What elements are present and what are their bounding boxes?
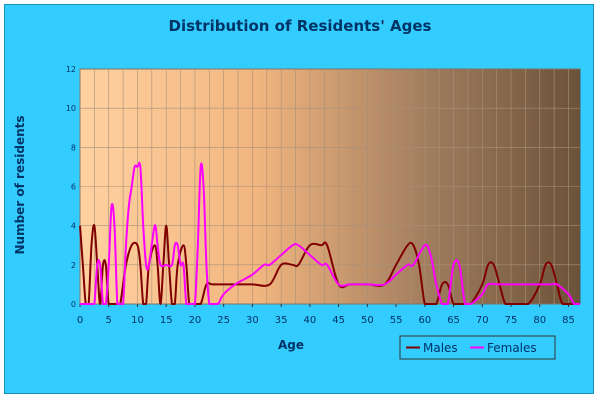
x-tick-label: 10 (131, 315, 144, 326)
x-tick-label: 70 (476, 315, 489, 326)
y-tick-label: 10 (66, 104, 76, 113)
legend: Males Females (399, 335, 556, 360)
x-tick-label: 60 (418, 315, 431, 326)
y-axis-label: Number of residents (13, 115, 27, 254)
chart-title: Distribution of Residents' Ages (169, 17, 432, 35)
y-tick-label: 4 (71, 222, 76, 231)
x-tick-label: 15 (160, 315, 173, 326)
y-tick-label: 12 (66, 65, 76, 74)
x-tick-label: 25 (217, 315, 230, 326)
x-tick-label: 85 (562, 315, 575, 326)
x-tick-label: 65 (447, 315, 460, 326)
y-tick-label: 8 (71, 143, 76, 152)
x-tick-label: 5 (106, 315, 112, 326)
x-tick-label: 20 (189, 315, 202, 326)
x-tick-label: 0 (77, 315, 83, 326)
legend-label-females: Females (487, 341, 537, 355)
x-tick-label: 50 (361, 315, 374, 326)
y-tick-label: 0 (71, 300, 76, 309)
x-axis-ticks: 0 5 10 15 20 25 30 35 40 45 50 55 60 65 70 75 80 85 (77, 304, 575, 326)
x-tick-label: 75 (505, 315, 518, 326)
y-axis-ticks: 0 2 4 6 8 10 12 (66, 65, 76, 309)
x-tick-label: 35 (275, 315, 288, 326)
x-tick-label: 30 (246, 315, 259, 326)
x-tick-label: 40 (304, 315, 317, 326)
series-lines (79, 161, 580, 306)
series-line-females (79, 161, 580, 306)
grid-lines (79, 68, 580, 305)
x-tick-label: 45 (332, 315, 345, 326)
y-tick-label: 2 (71, 261, 76, 270)
y-tick-label: 6 (71, 183, 76, 192)
legend-label-males: Males (423, 341, 458, 355)
x-tick-label: 55 (390, 315, 403, 326)
x-tick-label: 80 (533, 315, 546, 326)
x-axis-label: Age (278, 338, 304, 352)
